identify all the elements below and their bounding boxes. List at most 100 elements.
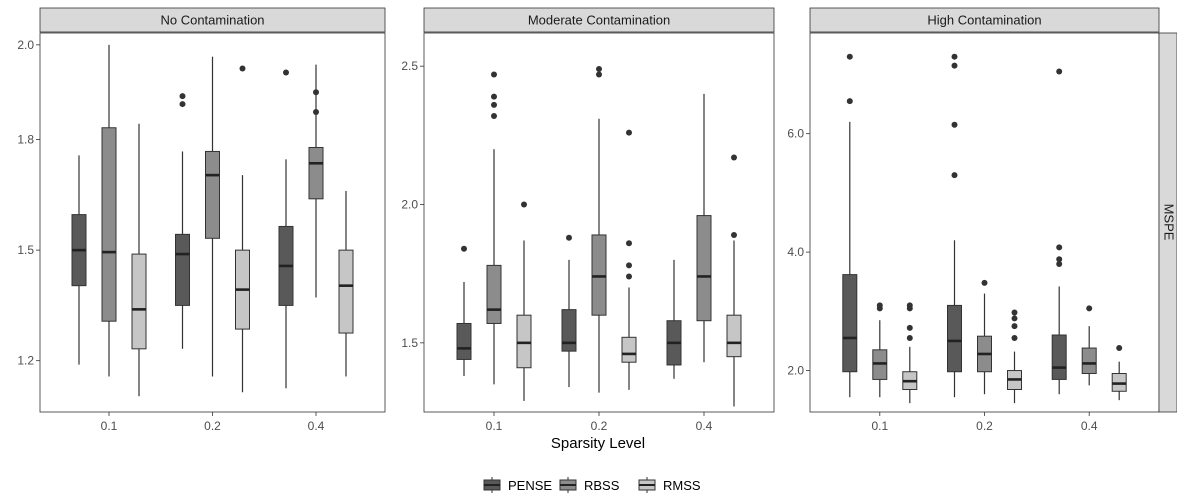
outlier-point bbox=[1056, 260, 1063, 267]
panel-title: Moderate Contamination bbox=[528, 13, 670, 28]
box-iqr bbox=[308, 146, 324, 200]
outlier-point bbox=[179, 93, 186, 100]
legend-item-pense: PENSE bbox=[483, 477, 552, 493]
outlier-point bbox=[461, 245, 467, 252]
outlier-point bbox=[906, 302, 913, 309]
box-iqr bbox=[131, 253, 147, 350]
outlier-point bbox=[566, 234, 572, 241]
box-rmss-0.4 bbox=[726, 154, 742, 407]
box-pense-0.4 bbox=[1051, 68, 1067, 395]
x-tick-label: 0.4 bbox=[696, 419, 713, 433]
box-iqr bbox=[456, 322, 472, 360]
outlier-point bbox=[596, 65, 602, 72]
outlier-point bbox=[731, 154, 737, 161]
outlier-point bbox=[1086, 305, 1093, 312]
panel-strip bbox=[423, 7, 775, 33]
panel-title: High Contamination bbox=[927, 13, 1041, 28]
y-tick-label: 4.0 bbox=[787, 245, 804, 259]
outlier-point bbox=[1056, 244, 1063, 251]
box-iqr bbox=[338, 249, 354, 334]
box-rmss-0.1 bbox=[131, 123, 147, 397]
outlier-point bbox=[626, 129, 632, 136]
box-pense-0.1 bbox=[842, 53, 858, 398]
box-pense-0.4 bbox=[278, 69, 294, 389]
box-rmss-0.4 bbox=[338, 190, 354, 377]
box-iqr bbox=[1051, 334, 1067, 380]
box-rbss-0.1 bbox=[486, 71, 502, 385]
panel-strip bbox=[39, 7, 386, 33]
outlier-point bbox=[906, 334, 913, 341]
x-tick-label: 0.2 bbox=[976, 419, 993, 433]
outlier-point bbox=[626, 240, 632, 247]
outlier-point bbox=[951, 53, 958, 60]
right-strip: MSPE bbox=[1158, 32, 1177, 413]
outlier-point bbox=[491, 101, 497, 108]
outlier-point bbox=[951, 121, 958, 128]
box-rbss-0.4 bbox=[1081, 305, 1097, 386]
box-iqr bbox=[947, 304, 962, 373]
outlier-point bbox=[1056, 256, 1063, 263]
box-rbss-0.2 bbox=[977, 279, 992, 395]
x-axis-title: Sparsity Level bbox=[551, 435, 645, 452]
box-iqr bbox=[726, 314, 742, 358]
box-rbss-0.4 bbox=[308, 64, 324, 298]
box-iqr bbox=[1081, 347, 1097, 375]
y-tick-label: 2.0 bbox=[17, 38, 34, 52]
outlier-point bbox=[906, 324, 913, 331]
outlier-point bbox=[491, 93, 497, 100]
outlier-point bbox=[876, 302, 883, 309]
panel-2: Moderate Contamination 1.5 2.0 2.5 0.1 0.2 0.4 bbox=[401, 7, 775, 433]
outlier-point bbox=[951, 62, 958, 69]
x-tick-label: 0.2 bbox=[204, 419, 221, 433]
outlier-point bbox=[313, 89, 319, 96]
y-tick-label: 1.5 bbox=[17, 243, 34, 257]
outlier-point bbox=[1011, 315, 1018, 322]
legend-item-rmss: RMSS bbox=[638, 477, 701, 493]
box-iqr bbox=[205, 150, 220, 239]
box-rmss-0.2 bbox=[235, 65, 250, 393]
panel-1: No Contamination 1.2 1.5 1.8 2.0 0.1 0.2 0.4 bbox=[17, 7, 386, 433]
box-rbss-0.2 bbox=[205, 56, 220, 377]
outlier-point bbox=[1011, 334, 1018, 341]
panel-strip bbox=[809, 7, 1160, 33]
y-tick-label: 2.0 bbox=[787, 364, 804, 378]
box-iqr bbox=[591, 234, 607, 316]
x-tick-label: 0.1 bbox=[101, 419, 118, 433]
box-rbss-0.2 bbox=[591, 65, 607, 393]
right-strip-bg bbox=[1158, 32, 1177, 413]
outlier-point bbox=[626, 273, 632, 280]
legend-label: RMSS bbox=[663, 478, 701, 493]
outlier-point bbox=[1056, 68, 1063, 75]
x-tick-label: 0.4 bbox=[1081, 419, 1098, 433]
x-tick-label: 0.1 bbox=[486, 419, 503, 433]
legend-label: RBSS bbox=[584, 478, 620, 493]
outlier-point bbox=[491, 112, 497, 119]
box-pense-0.4 bbox=[666, 259, 682, 379]
y-tick-label: 1.2 bbox=[17, 354, 34, 368]
y-axis-strip-label: MSPE bbox=[1162, 204, 1177, 241]
outlier-point bbox=[1011, 309, 1018, 316]
outlier-point bbox=[313, 108, 319, 115]
outlier-point bbox=[179, 101, 186, 108]
outlier-point bbox=[239, 65, 246, 72]
legend-item-rbss: RBSS bbox=[559, 477, 620, 493]
box-pense-0.2 bbox=[947, 53, 962, 398]
outlier-point bbox=[981, 279, 988, 286]
box-rmss-0.1 bbox=[516, 201, 532, 401]
outlier-point bbox=[626, 262, 632, 269]
panel-3: High Contamination 2.0 4.0 6.0 0.1 0.2 0.4 bbox=[787, 7, 1160, 433]
box-iqr bbox=[101, 127, 117, 322]
x-tick-label: 0.2 bbox=[591, 419, 608, 433]
box-iqr bbox=[561, 309, 577, 352]
y-tick-label: 2.5 bbox=[401, 59, 418, 73]
box-iqr bbox=[175, 233, 190, 306]
box-rbss-0.1 bbox=[872, 302, 888, 398]
box-pense-0.2 bbox=[175, 93, 190, 349]
legend-label: PENSE bbox=[508, 478, 552, 493]
box-iqr bbox=[842, 274, 858, 373]
x-tick-label: 0.4 bbox=[308, 419, 325, 433]
outlier-point bbox=[846, 53, 853, 60]
y-tick-label: 1.5 bbox=[401, 336, 418, 350]
outlier-point bbox=[846, 98, 853, 105]
